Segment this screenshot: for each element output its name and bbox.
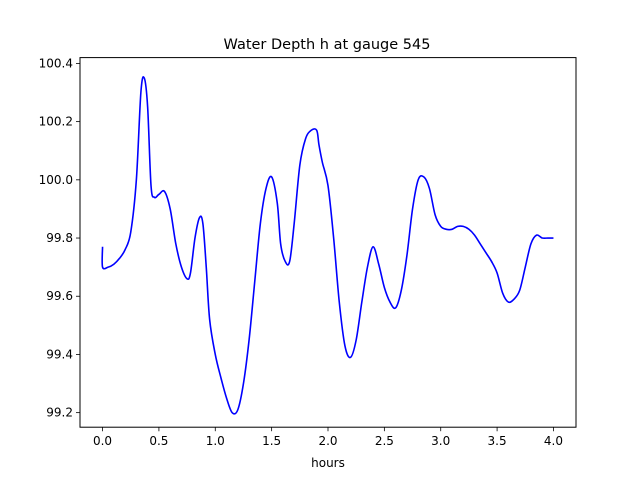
x-tick-label: 2.5 bbox=[375, 434, 394, 448]
x-tick-label: 0.5 bbox=[149, 434, 168, 448]
y-tick-label: 100.0 bbox=[39, 173, 73, 187]
x-tick-label: 0.0 bbox=[93, 434, 112, 448]
y-tick-label: 100.4 bbox=[39, 56, 73, 70]
x-axis-ticks: 0.0 0.5 1.0 1.5 2.0 2.5 3.0 3.5 4.0 bbox=[93, 427, 563, 448]
x-tick-label: 3.5 bbox=[488, 434, 507, 448]
x-tick-label: 3.0 bbox=[431, 434, 450, 448]
plot-area bbox=[101, 76, 554, 415]
y-tick-label: 99.2 bbox=[46, 406, 73, 420]
y-tick-label: 100.2 bbox=[39, 115, 73, 129]
y-axis-ticks: 99.2 99.4 99.6 99.8 100.0 100.2 100.4 bbox=[39, 56, 80, 420]
x-tick-label: 1.5 bbox=[262, 434, 281, 448]
plot-frame bbox=[79, 57, 577, 428]
y-tick-label: 99.8 bbox=[46, 231, 73, 245]
x-tick-label: 4.0 bbox=[544, 434, 563, 448]
y-tick-label: 99.6 bbox=[46, 289, 73, 303]
x-axis-label: hours bbox=[311, 456, 345, 470]
x-tick-label: 2.0 bbox=[318, 434, 337, 448]
chart-title: Water Depth h at gauge 545 bbox=[224, 37, 431, 53]
series-line-0 bbox=[101, 76, 554, 415]
x-tick-label: 1.0 bbox=[206, 434, 225, 448]
y-tick-label: 99.4 bbox=[46, 347, 73, 361]
